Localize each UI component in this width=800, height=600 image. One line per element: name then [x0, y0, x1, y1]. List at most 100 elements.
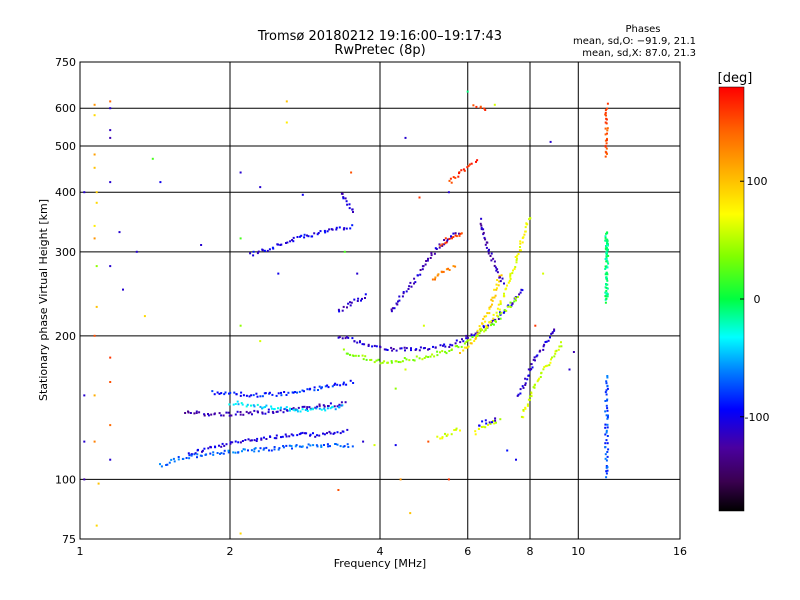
- data-point: [606, 137, 608, 140]
- data-point: [529, 217, 532, 219]
- data-point: [606, 407, 609, 410]
- data-point: [329, 432, 332, 435]
- data-point: [604, 248, 607, 251]
- data-point: [316, 445, 319, 448]
- data-point: [397, 361, 400, 363]
- data-point: [399, 347, 402, 350]
- data-point: [263, 447, 266, 450]
- data-point: [446, 238, 449, 241]
- data-point: [470, 342, 473, 345]
- data-point: [606, 279, 609, 282]
- data-point: [196, 453, 199, 456]
- data-point: [347, 446, 350, 448]
- data-point: [560, 341, 562, 344]
- data-point: [484, 320, 487, 323]
- data-point: [606, 387, 609, 390]
- data-point: [531, 366, 534, 369]
- data-point: [109, 107, 112, 110]
- data-point: [318, 403, 321, 406]
- data-point: [454, 265, 457, 268]
- data-point: [307, 443, 310, 446]
- data-point: [343, 250, 346, 253]
- data-point: [351, 224, 354, 227]
- data-point: [340, 401, 343, 404]
- data-point: [492, 317, 495, 320]
- data-point: [252, 254, 255, 257]
- data-point: [492, 323, 495, 326]
- data-point: [454, 342, 457, 345]
- data-point: [328, 430, 331, 433]
- data-point: [232, 451, 235, 454]
- data-point: [443, 239, 446, 241]
- data-point: [524, 382, 527, 385]
- data-point: [296, 236, 299, 238]
- data-point: [418, 196, 421, 199]
- data-point: [605, 382, 608, 385]
- data-point: [442, 270, 445, 273]
- legend-line-x: mean, sd,X: 87.0, 21.3: [582, 48, 696, 59]
- data-point: [467, 345, 470, 348]
- data-point: [320, 446, 323, 448]
- data-point: [346, 443, 349, 446]
- data-point: [342, 445, 345, 448]
- data-point: [223, 393, 226, 396]
- data-point: [499, 303, 502, 305]
- data-point: [606, 466, 609, 469]
- data-point: [343, 445, 346, 448]
- data-point: [242, 448, 245, 451]
- data-point: [475, 105, 478, 108]
- data-point: [604, 235, 607, 238]
- data-point: [604, 426, 607, 429]
- data-point: [319, 230, 322, 233]
- data-point: [190, 453, 193, 456]
- data-point: [280, 243, 283, 246]
- data-point: [401, 360, 404, 363]
- data-point: [429, 355, 432, 358]
- data-point: [242, 413, 245, 416]
- data-point: [265, 446, 268, 449]
- data-point: [342, 305, 345, 308]
- data-point: [288, 435, 291, 438]
- data-point: [534, 359, 536, 362]
- data-point: [526, 404, 529, 407]
- data-point: [456, 345, 458, 347]
- data-point: [284, 407, 287, 410]
- data-point: [285, 406, 288, 409]
- data-point: [500, 274, 503, 277]
- data-point: [364, 297, 366, 299]
- data-point: [476, 332, 479, 335]
- data-point: [356, 300, 359, 302]
- data-point: [259, 186, 262, 189]
- data-point: [216, 391, 219, 394]
- data-point: [267, 411, 270, 414]
- data-point: [454, 428, 457, 431]
- data-point: [478, 428, 480, 430]
- data-point: [606, 129, 609, 132]
- data-point: [177, 458, 180, 461]
- data-point: [223, 449, 226, 452]
- data-point: [436, 274, 439, 277]
- data-point: [298, 390, 301, 393]
- data-point: [95, 524, 98, 527]
- data-point: [299, 410, 302, 413]
- data-point: [280, 436, 282, 439]
- data-point: [83, 394, 86, 397]
- data-point: [425, 260, 428, 262]
- data-point: [292, 434, 295, 437]
- data-point: [308, 388, 311, 391]
- data-point: [247, 438, 250, 441]
- data-point: [430, 252, 433, 254]
- data-point: [269, 435, 271, 438]
- data-point: [529, 398, 531, 401]
- data-point: [282, 445, 285, 447]
- data-point: [551, 332, 554, 335]
- data-point: [334, 443, 337, 445]
- data-point: [265, 404, 268, 407]
- data-point: [504, 288, 507, 291]
- data-point: [349, 301, 351, 304]
- data-point: [225, 411, 228, 414]
- data-point: [233, 391, 236, 394]
- data-point: [453, 429, 456, 431]
- data-point: [405, 290, 408, 293]
- data-point: [432, 345, 434, 348]
